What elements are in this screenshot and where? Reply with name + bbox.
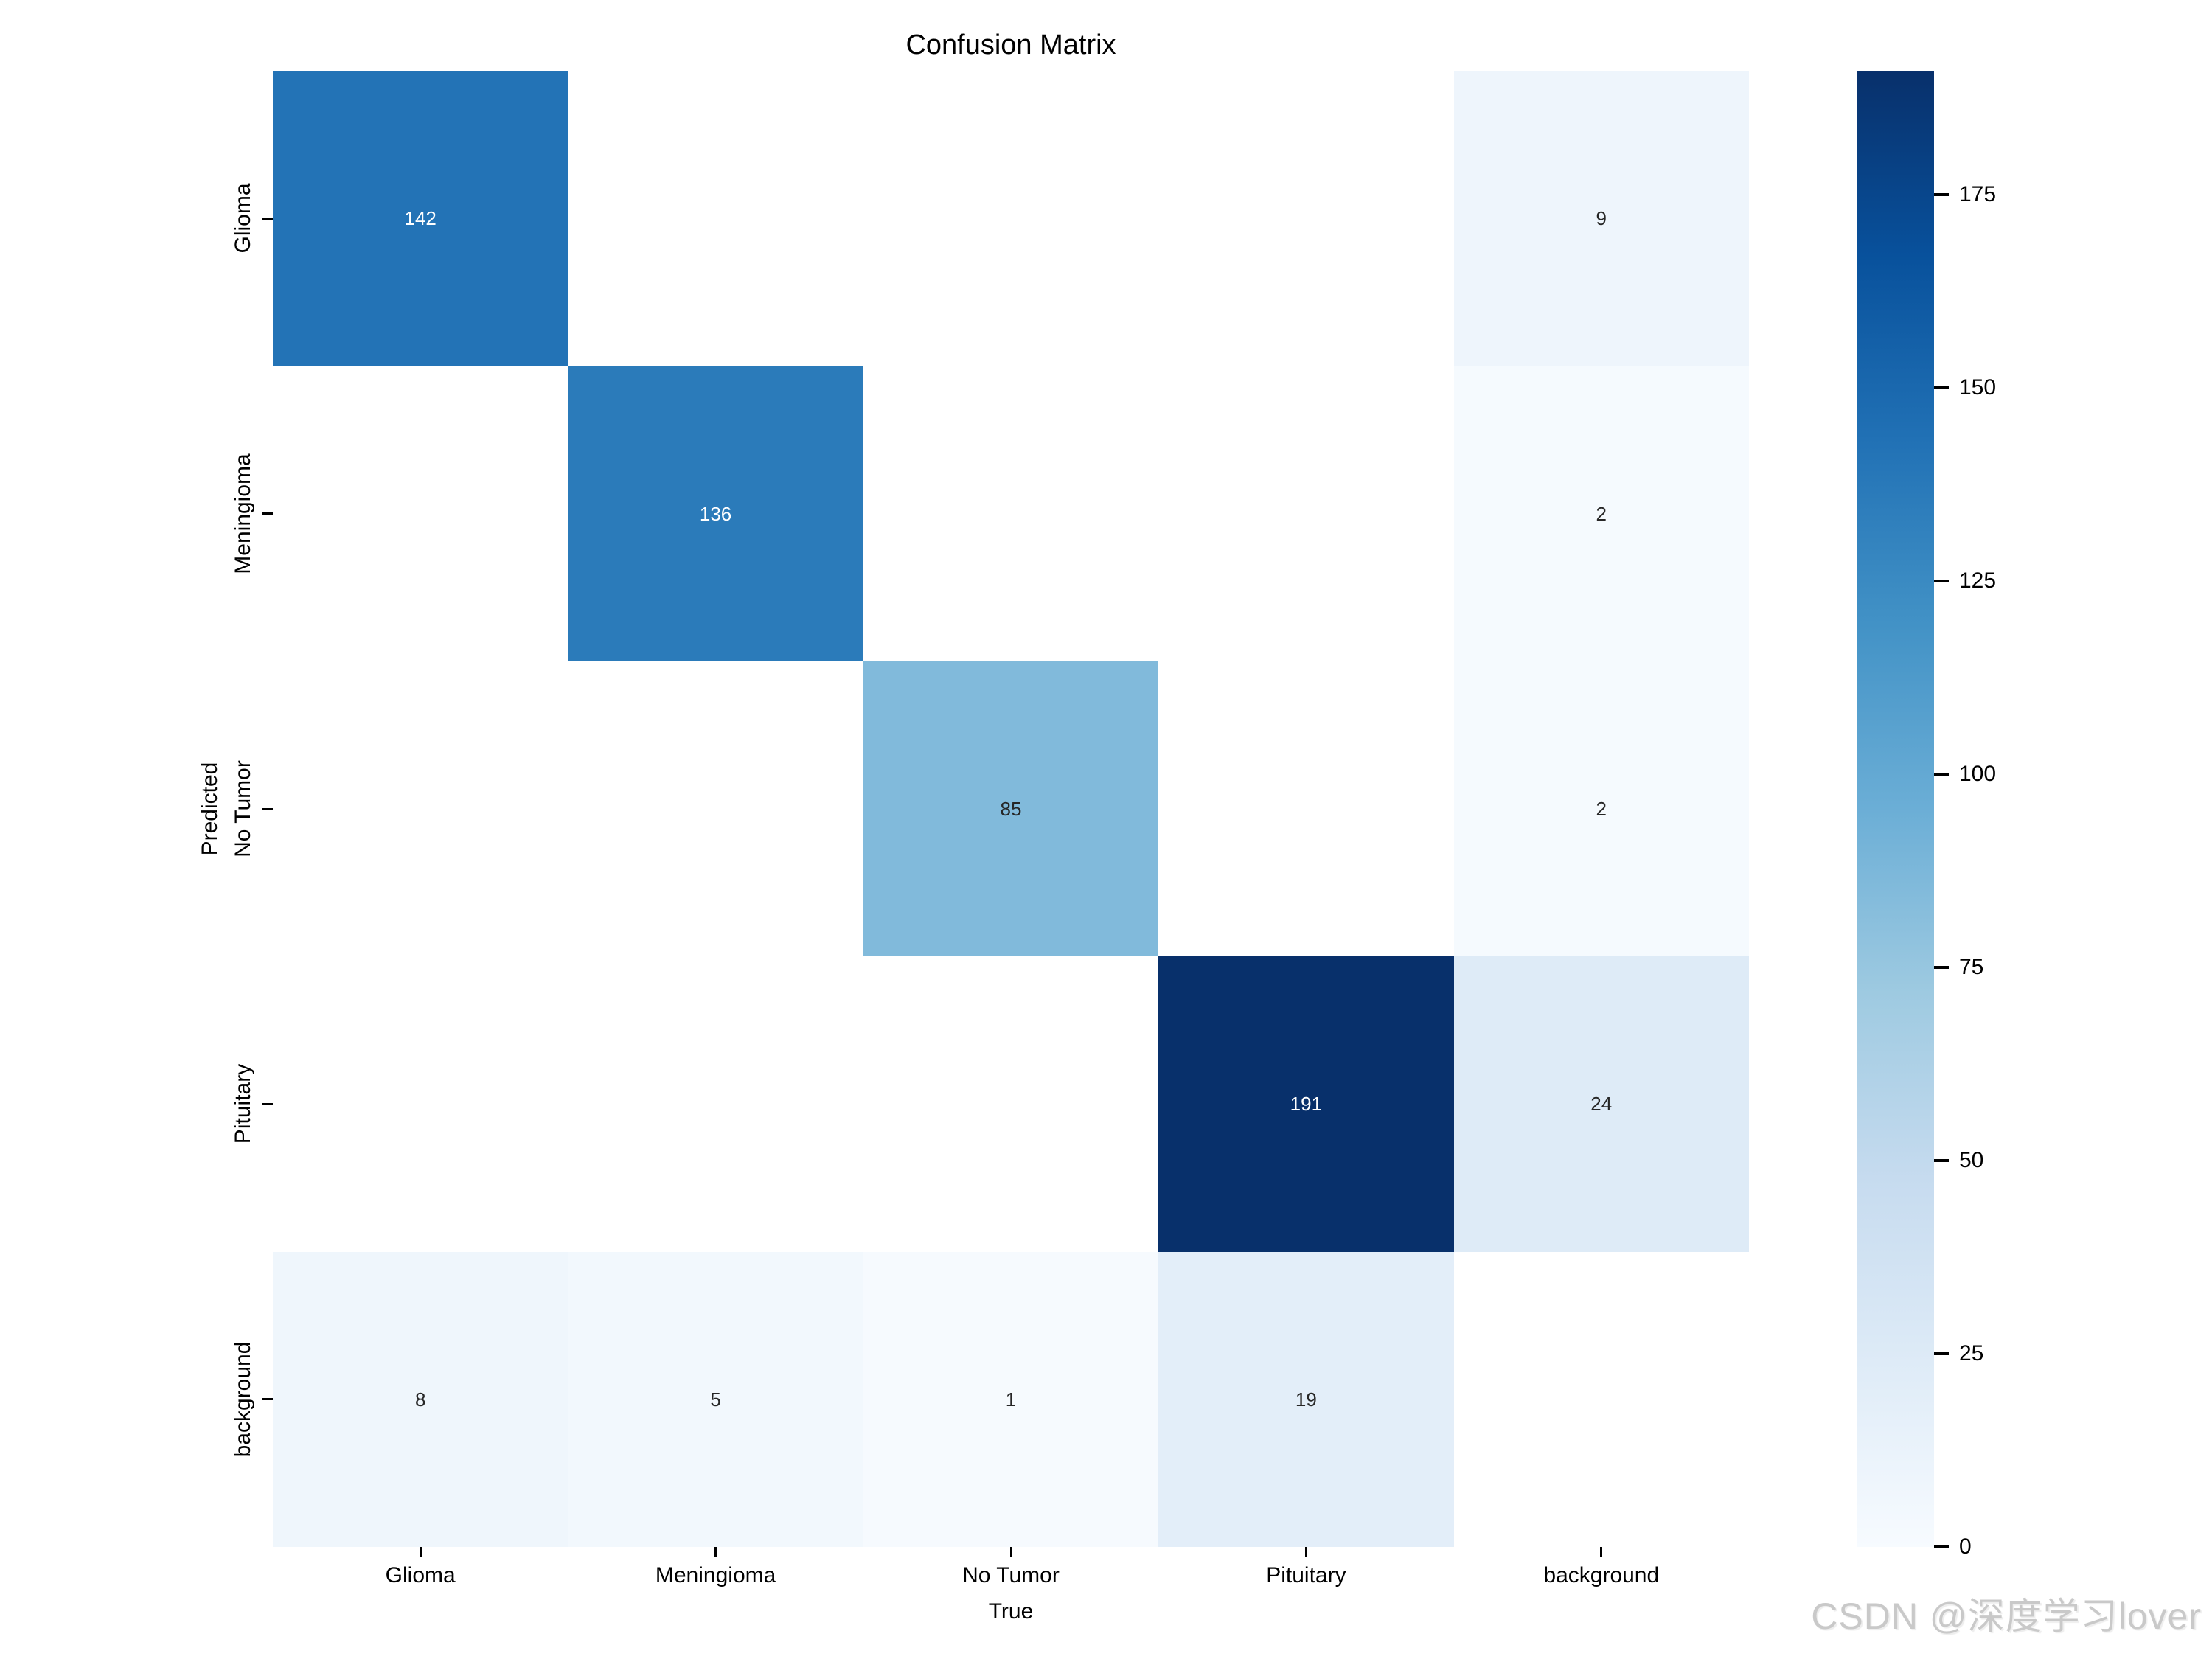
x-tick-mark (1304, 1547, 1307, 1557)
heatmap-cell: 8 (273, 1251, 568, 1547)
x-tick-label: background (1543, 1563, 1660, 1587)
colorbar-tick-label: 25 (1959, 1340, 1984, 1366)
heatmap-cell (863, 71, 1159, 366)
heatmap-cell: 19 (1158, 1251, 1454, 1547)
heatmap-cell: 2 (1453, 366, 1749, 661)
y-tick-mark (262, 1398, 273, 1401)
cell-value: 5 (710, 1388, 721, 1411)
colorbar-tick-label: 150 (1959, 375, 1997, 400)
heatmap-cell: 5 (568, 1251, 863, 1547)
x-tick-label: Glioma (385, 1563, 456, 1587)
cell-value: 8 (414, 1388, 426, 1411)
cell-value: 2 (1596, 502, 1607, 525)
heatmap-cell (1158, 71, 1454, 366)
x-tick-label: No Tumor (962, 1563, 1060, 1587)
y-tick-label: Pituitary (231, 1064, 255, 1144)
heatmap-cell: 136 (568, 366, 863, 661)
colorbar-tick-mark (1934, 772, 1949, 776)
y-tick-label: Meningioma (231, 453, 255, 574)
colorbar-tick-mark (1934, 1545, 1949, 1548)
heatmap-cell (1158, 366, 1454, 661)
x-tick-label: Meningioma (655, 1563, 776, 1587)
heatmap-cell: 1 (863, 1251, 1159, 1547)
heatmap-cell (863, 956, 1159, 1252)
colorbar-tick-mark (1934, 579, 1949, 582)
heatmap-cell: 9 (1453, 71, 1749, 366)
x-tick-mark (1600, 1547, 1603, 1557)
heatmap-cell (568, 956, 863, 1252)
x-tick-mark (419, 1547, 422, 1557)
heatmap-cell: 2 (1453, 661, 1749, 957)
colorbar-tick-mark (1934, 965, 1949, 969)
colorbar-gradient (1857, 71, 1934, 1547)
x-tick-mark (714, 1547, 717, 1557)
heatmap-cell (273, 956, 568, 1252)
y-tick-label: background (231, 1341, 255, 1458)
heatmap-cell: 142 (273, 71, 568, 366)
cell-value: 2 (1596, 797, 1607, 820)
cell-value: 191 (1290, 1093, 1323, 1116)
y-tick-mark (262, 807, 273, 810)
heatmap-cell (863, 366, 1159, 661)
csdn-watermark: CSDN @深度学习lover (1811, 1596, 2202, 1637)
chart-title: Confusion Matrix (905, 29, 1116, 60)
x-tick-label: Pituitary (1266, 1563, 1346, 1587)
cell-value: 136 (699, 502, 732, 525)
x-tick-mark (1009, 1547, 1012, 1557)
colorbar-tick-label: 100 (1959, 761, 1997, 786)
heatmap-cell: 191 (1158, 956, 1454, 1252)
cell-value: 19 (1295, 1388, 1317, 1411)
x-axis-label: True (988, 1599, 1034, 1624)
cell-value: 142 (404, 207, 437, 230)
cell-value: 9 (1596, 207, 1607, 230)
y-tick-label: No Tumor (231, 760, 255, 858)
colorbar-tick-mark (1934, 1158, 1949, 1162)
colorbar (1857, 71, 1934, 1547)
y-tick-mark (262, 1102, 273, 1105)
colorbar-tick-label: 0 (1959, 1534, 1972, 1559)
heatmap-cell (273, 366, 568, 661)
heatmap-cell: 85 (863, 661, 1159, 957)
cell-value: 24 (1590, 1093, 1613, 1116)
heatmap-cell: 24 (1453, 956, 1749, 1252)
cell-value: 85 (1000, 797, 1022, 820)
heatmap-cell (568, 71, 863, 366)
colorbar-tick-mark (1934, 386, 1949, 389)
y-axis-label: Predicted (198, 762, 222, 856)
heatmap-cell (1158, 661, 1454, 957)
cell-value: 1 (1005, 1388, 1017, 1411)
colorbar-tick-mark (1934, 1352, 1949, 1355)
colorbar-tick-label: 125 (1959, 568, 1997, 593)
y-tick-mark (262, 512, 273, 515)
heatmap-grid: 142 9 136 2 85 2 191 24 8 5 1 19 (273, 71, 1749, 1547)
heatmap-cell (273, 661, 568, 957)
colorbar-tick-mark (1934, 192, 1949, 196)
y-tick-label: Glioma (231, 183, 255, 254)
colorbar-tick-label: 175 (1959, 181, 1997, 206)
y-tick-mark (262, 217, 273, 220)
colorbar-tick-label: 75 (1959, 954, 1984, 979)
heatmap-cell (1453, 1251, 1749, 1547)
heatmap-cell (568, 661, 863, 957)
colorbar-tick-label: 50 (1959, 1147, 1984, 1172)
